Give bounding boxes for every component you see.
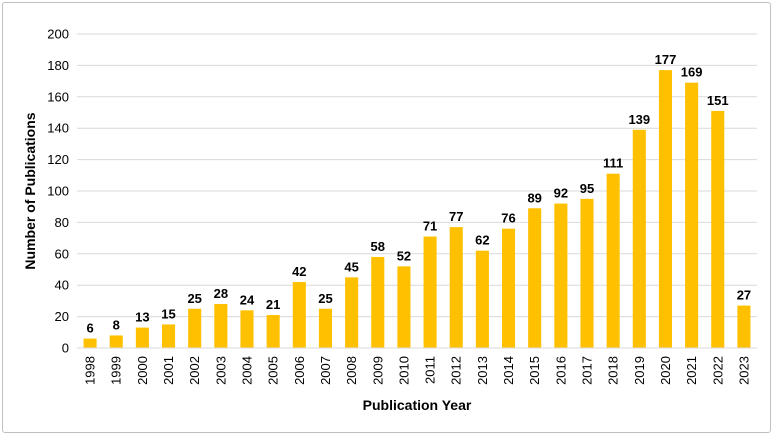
x-tick-label-2021: 2021 bbox=[684, 356, 699, 385]
bar-2001 bbox=[162, 324, 176, 348]
bar-2014 bbox=[502, 228, 516, 348]
data-label-2009: 58 bbox=[371, 239, 385, 254]
x-tick-label-2000: 2000 bbox=[135, 356, 150, 385]
y-axis-ticks: 0 20 40 60 80 100 120 140 160 180 200 bbox=[47, 27, 69, 356]
x-tick-label-2016: 2016 bbox=[553, 356, 568, 385]
data-label-2008: 45 bbox=[344, 259, 358, 274]
y-tick-label: 40 bbox=[55, 278, 69, 293]
bar-2011 bbox=[423, 236, 437, 348]
data-label-2014: 76 bbox=[501, 211, 515, 226]
data-label-2006: 42 bbox=[292, 264, 306, 279]
data-label-2021: 169 bbox=[681, 65, 703, 80]
bar-2002 bbox=[188, 308, 202, 348]
bar-1998 bbox=[83, 338, 97, 348]
x-tick-label-2020: 2020 bbox=[658, 356, 673, 385]
bar-2015 bbox=[528, 208, 542, 348]
bar-1999 bbox=[109, 335, 123, 348]
data-label-2019: 139 bbox=[628, 112, 650, 127]
y-tick-label: 80 bbox=[55, 215, 69, 230]
x-tick-label-2007: 2007 bbox=[318, 356, 333, 385]
bar-2019 bbox=[632, 129, 646, 348]
y-tick-label: 200 bbox=[47, 27, 69, 42]
x-tick-label-2018: 2018 bbox=[606, 356, 621, 385]
x-tick-label-1998: 1998 bbox=[83, 356, 98, 385]
y-tick-label: 120 bbox=[47, 152, 69, 167]
bar-2005 bbox=[266, 315, 280, 348]
bar-2021 bbox=[685, 82, 699, 349]
x-tick-label-2013: 2013 bbox=[475, 356, 490, 385]
data-label-2012: 77 bbox=[449, 209, 463, 224]
x-axis-ticks: 1998 1999 2000 2001 2002 2003 2004 2005 2006 2007… bbox=[83, 356, 752, 385]
x-tick-label-2008: 2008 bbox=[344, 356, 359, 385]
bar-2009 bbox=[371, 256, 385, 348]
x-tick-label-2010: 2010 bbox=[396, 356, 411, 385]
bar-2004 bbox=[240, 310, 254, 348]
bar-2007 bbox=[318, 308, 332, 348]
x-tick-label-2014: 2014 bbox=[501, 356, 516, 385]
data-label-2020: 177 bbox=[655, 52, 677, 67]
x-tick-label-2015: 2015 bbox=[527, 356, 542, 385]
bar-2006 bbox=[292, 282, 306, 348]
bar-2013 bbox=[475, 250, 489, 348]
data-label-2007: 25 bbox=[318, 291, 332, 306]
data-labels: 6 8 13 15 25 28 24 21 42 25 45 58 52 71 77 62 76 89 92 95 11… bbox=[86, 52, 751, 335]
data-label-2023: 27 bbox=[737, 288, 751, 303]
x-tick-label-2019: 2019 bbox=[632, 356, 647, 385]
data-label-2002: 25 bbox=[187, 291, 201, 306]
x-tick-label-2017: 2017 bbox=[580, 356, 595, 385]
x-tick-label-2023: 2023 bbox=[736, 356, 751, 385]
data-label-2010: 52 bbox=[397, 248, 411, 263]
data-label-1998: 6 bbox=[86, 321, 93, 336]
bar-2003 bbox=[214, 304, 228, 348]
y-tick-label: 180 bbox=[47, 58, 69, 73]
data-label-2001: 15 bbox=[161, 306, 175, 321]
y-tick-label: 60 bbox=[55, 246, 69, 261]
x-tick-label-2009: 2009 bbox=[370, 356, 385, 385]
data-label-2004: 24 bbox=[240, 292, 255, 307]
data-label-2022: 151 bbox=[707, 93, 729, 108]
y-tick-label: 140 bbox=[47, 121, 69, 136]
bar-2023 bbox=[737, 305, 751, 348]
data-label-2005: 21 bbox=[266, 297, 280, 312]
bars bbox=[83, 70, 751, 349]
bar-2000 bbox=[135, 327, 149, 348]
bar-2017 bbox=[580, 198, 594, 348]
bar-2008 bbox=[345, 277, 359, 348]
y-tick-label: 100 bbox=[47, 184, 69, 199]
y-axis-title: Number of Publications bbox=[22, 112, 38, 269]
bar-2010 bbox=[397, 266, 411, 348]
x-tick-label-2004: 2004 bbox=[240, 356, 255, 385]
x-tick-label-2003: 2003 bbox=[213, 356, 228, 385]
data-label-2018: 111 bbox=[603, 156, 623, 171]
bar-2020 bbox=[658, 70, 672, 349]
bar-2018 bbox=[606, 173, 620, 348]
data-label-2015: 89 bbox=[527, 190, 541, 205]
x-axis-title: Publication Year bbox=[363, 397, 472, 413]
x-tick-label-2011: 2011 bbox=[423, 356, 438, 384]
x-tick-label-1999: 1999 bbox=[109, 356, 124, 385]
data-label-2003: 28 bbox=[214, 286, 228, 301]
data-label-2000: 13 bbox=[135, 310, 149, 325]
x-tick-label-2022: 2022 bbox=[710, 356, 725, 385]
x-tick-label-2001: 2001 bbox=[161, 356, 176, 385]
data-label-1999: 8 bbox=[113, 317, 120, 332]
bar-2016 bbox=[554, 203, 568, 348]
bar-2022 bbox=[711, 110, 725, 349]
data-label-2011: 71 bbox=[423, 219, 437, 234]
data-label-2016: 92 bbox=[554, 186, 568, 201]
y-tick-label: 20 bbox=[55, 309, 69, 324]
gridlines bbox=[77, 33, 757, 318]
data-label-2017: 95 bbox=[580, 181, 594, 196]
y-tick-label: 0 bbox=[62, 341, 69, 356]
x-tick-label-2012: 2012 bbox=[449, 356, 464, 385]
data-label-2013: 62 bbox=[475, 233, 489, 248]
bar-2012 bbox=[449, 227, 463, 348]
x-tick-label-2005: 2005 bbox=[266, 356, 281, 385]
y-tick-label: 160 bbox=[47, 89, 69, 104]
x-tick-label-2002: 2002 bbox=[187, 356, 202, 385]
x-tick-label-2006: 2006 bbox=[292, 356, 307, 385]
